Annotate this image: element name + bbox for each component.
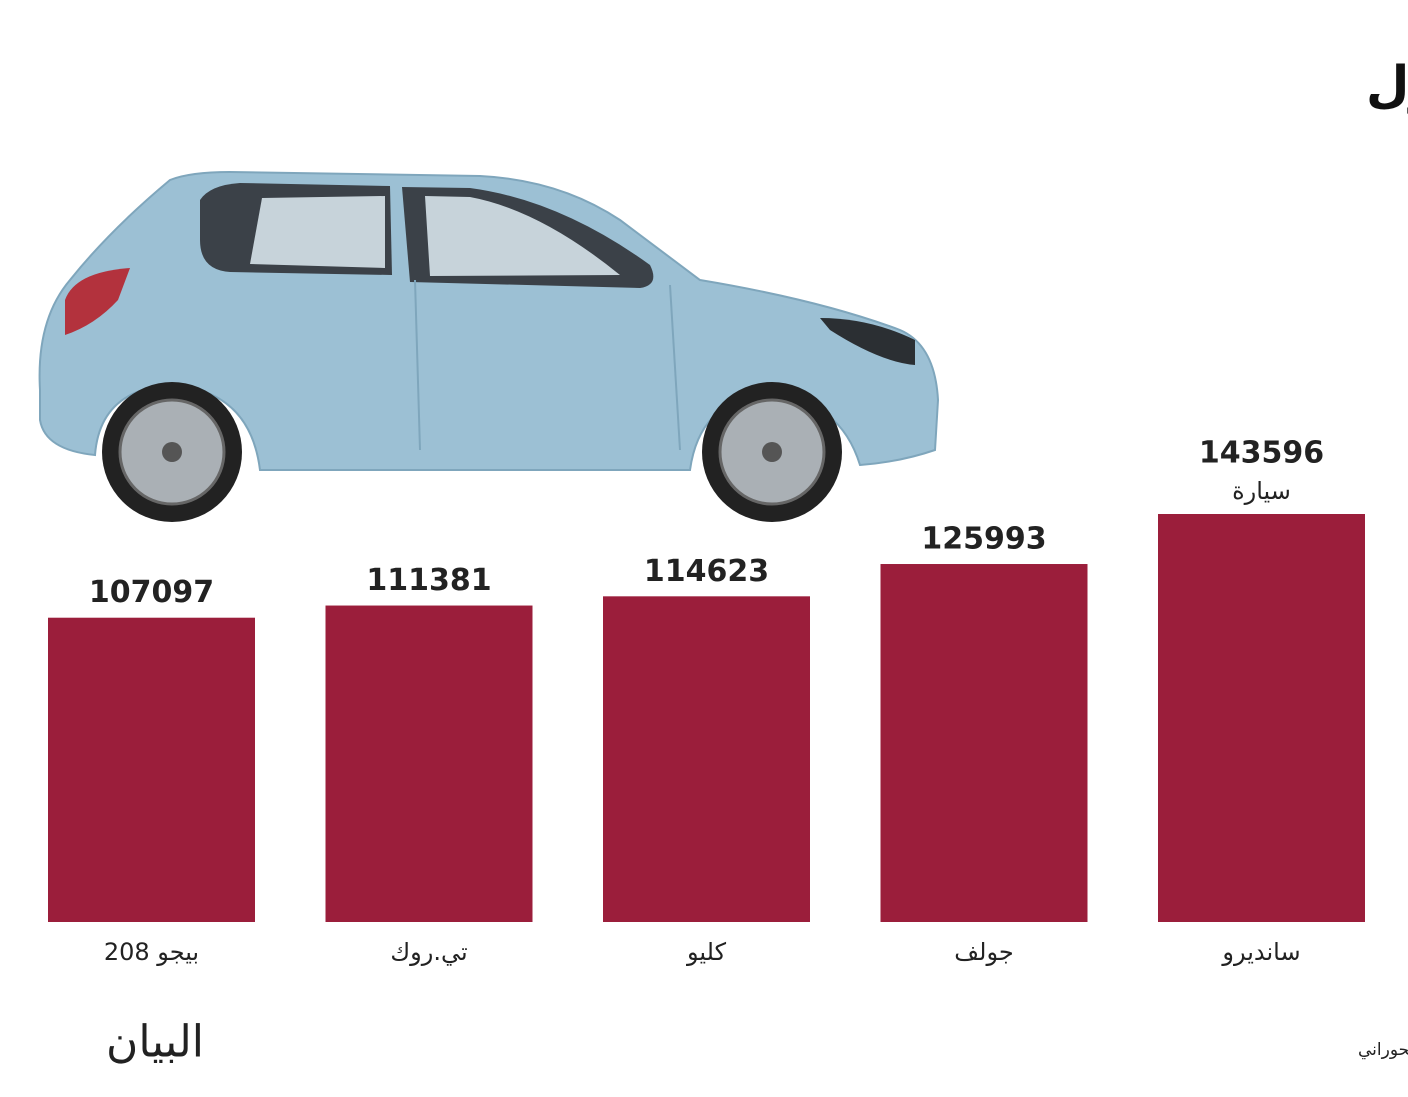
bar <box>48 617 255 922</box>
credit: غرافيك: حسام الحوراني <box>1358 1040 1408 1060</box>
x-tick-label: كليو <box>686 938 727 966</box>
bar <box>325 605 533 922</box>
x-tick-label: تي.روك <box>390 938 467 966</box>
x-tick-label: بيجو 208 <box>104 938 199 966</box>
value-label: 114623 <box>644 554 769 589</box>
value-label: 143596 <box>1199 436 1324 471</box>
unit-label: سيارة <box>1232 477 1291 505</box>
car-illustration <box>38 170 940 522</box>
bar <box>1158 514 1365 922</box>
value-label: 107097 <box>89 575 214 610</box>
bar <box>603 596 810 922</box>
x-tick-label: جولف <box>954 938 1013 966</box>
value-label: 111381 <box>366 563 491 598</box>
value-label: 125993 <box>921 522 1046 557</box>
logo: البيان <box>106 1017 204 1068</box>
bar <box>880 564 1088 922</box>
chart-title: أكثر 5 سيارات مبيعاً في أوروبا خلال النص… <box>1366 49 1408 115</box>
x-tick-label: سانديرو <box>1221 938 1300 966</box>
